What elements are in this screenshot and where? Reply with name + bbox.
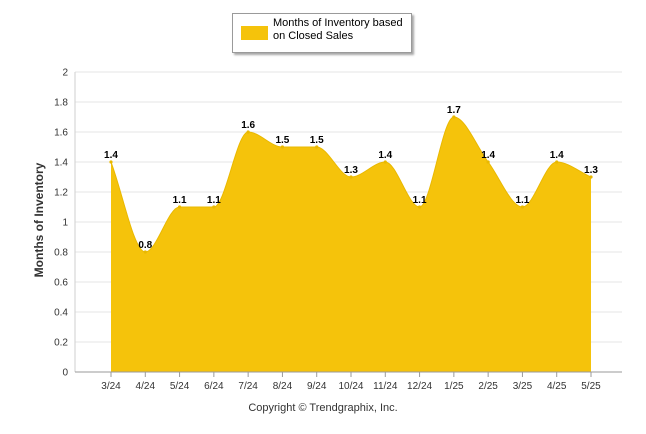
x-tick-label: 5/25 bbox=[581, 381, 601, 392]
y-tick-label: 1 bbox=[62, 218, 68, 229]
data-point bbox=[383, 160, 387, 164]
y-tick-label: 1.2 bbox=[54, 188, 68, 199]
data-point bbox=[315, 145, 319, 149]
data-label: 1.5 bbox=[310, 135, 324, 146]
x-tick-label: 10/24 bbox=[338, 381, 363, 392]
data-label: 0.8 bbox=[138, 240, 152, 251]
data-label: 1.6 bbox=[241, 120, 255, 131]
data-point bbox=[486, 160, 490, 164]
x-tick-label: 5/24 bbox=[170, 381, 190, 392]
data-point bbox=[280, 145, 285, 149]
data-point bbox=[212, 205, 216, 209]
data-label: 1.1 bbox=[207, 195, 221, 206]
data-point bbox=[555, 160, 559, 164]
y-tick-label: 2 bbox=[62, 68, 68, 79]
x-tick-label: 3/24 bbox=[101, 381, 121, 392]
x-tick-label: 2/25 bbox=[478, 381, 498, 392]
copyright-text: Copyright © Trendgraphix, Inc. bbox=[248, 402, 398, 414]
data-point bbox=[109, 160, 113, 164]
data-label: 1.7 bbox=[447, 105, 461, 116]
y-tick-label: 0 bbox=[62, 368, 68, 379]
x-tick-label: 6/24 bbox=[204, 381, 224, 392]
data-point bbox=[246, 130, 250, 134]
data-label: 1.4 bbox=[104, 150, 118, 161]
y-tick-label: 1.6 bbox=[54, 128, 68, 139]
data-label: 1.5 bbox=[275, 135, 289, 146]
data-point bbox=[417, 205, 422, 209]
data-point bbox=[349, 175, 353, 179]
legend-label: Months of Inventory based on Closed Sale… bbox=[273, 17, 403, 42]
x-tick-label: 1/25 bbox=[444, 381, 464, 392]
chart-legend: Months of Inventory based on Closed Sale… bbox=[232, 13, 412, 53]
data-label: 1.4 bbox=[481, 150, 495, 161]
data-point bbox=[143, 250, 147, 254]
data-label: 1.4 bbox=[378, 150, 392, 161]
area-series bbox=[111, 117, 591, 372]
x-tick-label: 3/25 bbox=[513, 381, 533, 392]
x-tick-label: 4/24 bbox=[136, 381, 156, 392]
y-tick-label: 1.8 bbox=[54, 98, 68, 109]
data-point bbox=[452, 115, 456, 119]
x-tick-label: 4/25 bbox=[547, 381, 567, 392]
data-label: 1.1 bbox=[515, 195, 529, 206]
x-tick-label: 12/24 bbox=[407, 381, 432, 392]
data-point bbox=[520, 205, 525, 209]
data-point bbox=[589, 175, 593, 179]
data-label: 1.4 bbox=[550, 150, 564, 161]
y-tick-label: 0.4 bbox=[54, 308, 68, 319]
y-tick-label: 0.6 bbox=[54, 278, 68, 289]
y-tick-label: 0.2 bbox=[54, 338, 68, 349]
x-tick-label: 9/24 bbox=[307, 381, 327, 392]
y-tick-label: 1.4 bbox=[54, 158, 68, 169]
legend-swatch bbox=[241, 26, 268, 40]
y-tick-label: 0.8 bbox=[54, 248, 68, 259]
data-point bbox=[177, 205, 182, 209]
data-label: 1.3 bbox=[584, 165, 598, 176]
x-tick-label: 8/24 bbox=[273, 381, 293, 392]
x-tick-label: 7/24 bbox=[238, 381, 258, 392]
data-label: 1.1 bbox=[413, 195, 427, 206]
y-axis-title: Months of Inventory bbox=[32, 162, 46, 277]
data-label: 1.1 bbox=[173, 195, 187, 206]
x-tick-label: 11/24 bbox=[373, 381, 398, 392]
data-label: 1.3 bbox=[344, 165, 358, 176]
